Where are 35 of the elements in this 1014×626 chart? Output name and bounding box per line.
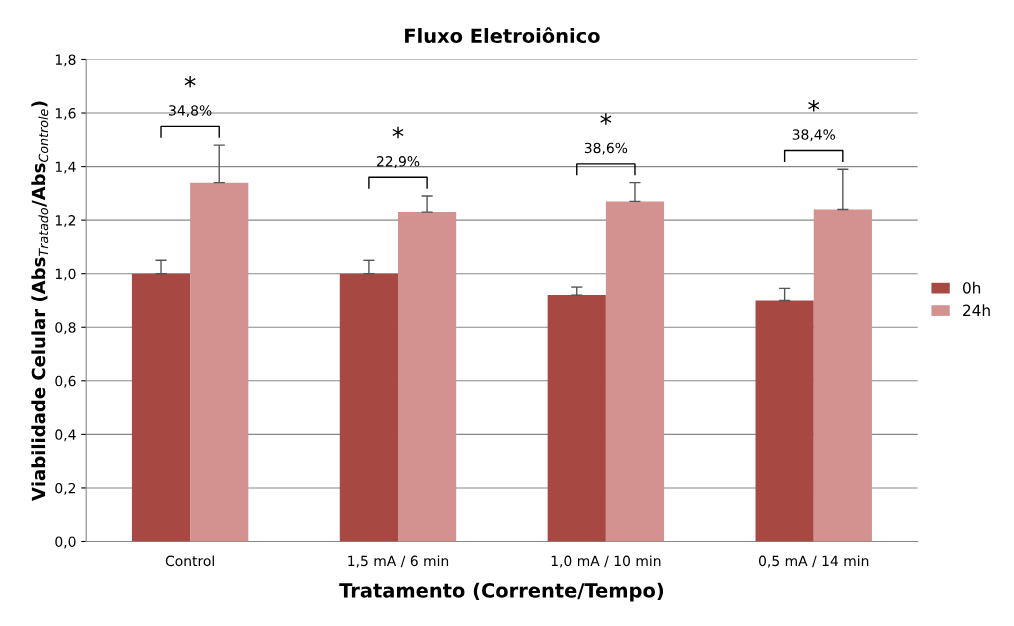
y-tick-label: 0,6 [55,375,76,388]
annotation: 22,9% [376,156,420,168]
x-tick-label: 1,5 mA / 6 min [348,555,449,568]
y-tick-label: 1,0 [55,268,76,281]
y-tick-label: 1,4 [55,161,76,174]
annotation: 38,4% [792,129,836,142]
y-tick-label: 0,2 [55,482,76,495]
y-tick-label: 1,8 [55,54,76,67]
x-tick-label: 1,0 mA / 10 min [551,555,661,568]
y-tick-label: 0,8 [55,322,76,335]
legend-label: 0h [962,281,981,294]
annotation: * [600,113,612,125]
x-tick-label: 0,5 mA / 14 min [758,555,869,568]
bar [813,209,872,542]
y-axis-title: Viabilidade Celular (Abs$_{Tratado}$/Abs$_{Controle}$) [31,101,49,501]
chart-title: Fluxo Eletroiônico [405,27,600,44]
annotation: 38,6% [584,142,628,155]
bar [190,182,249,542]
annotation: * [392,126,404,139]
bar [339,273,398,542]
y-tick-label: 0,0 [55,536,76,549]
annotation: * [808,99,820,112]
bar [755,300,814,542]
y-tick-label: 1,6 [55,108,76,120]
bar [131,273,191,542]
x-axis-title: Tratamento (Corrente/Tempo) [339,582,664,602]
y-tick-label: 0,4 [55,429,76,442]
y-tick-label: 1,2 [55,215,76,228]
annotation: 34,8% [169,105,212,118]
bar [397,212,457,542]
x-tick-label: Control [165,555,214,567]
bar [605,201,665,542]
bar [547,295,606,542]
legend-label: 24h [963,304,990,316]
annotation: * [184,75,196,88]
